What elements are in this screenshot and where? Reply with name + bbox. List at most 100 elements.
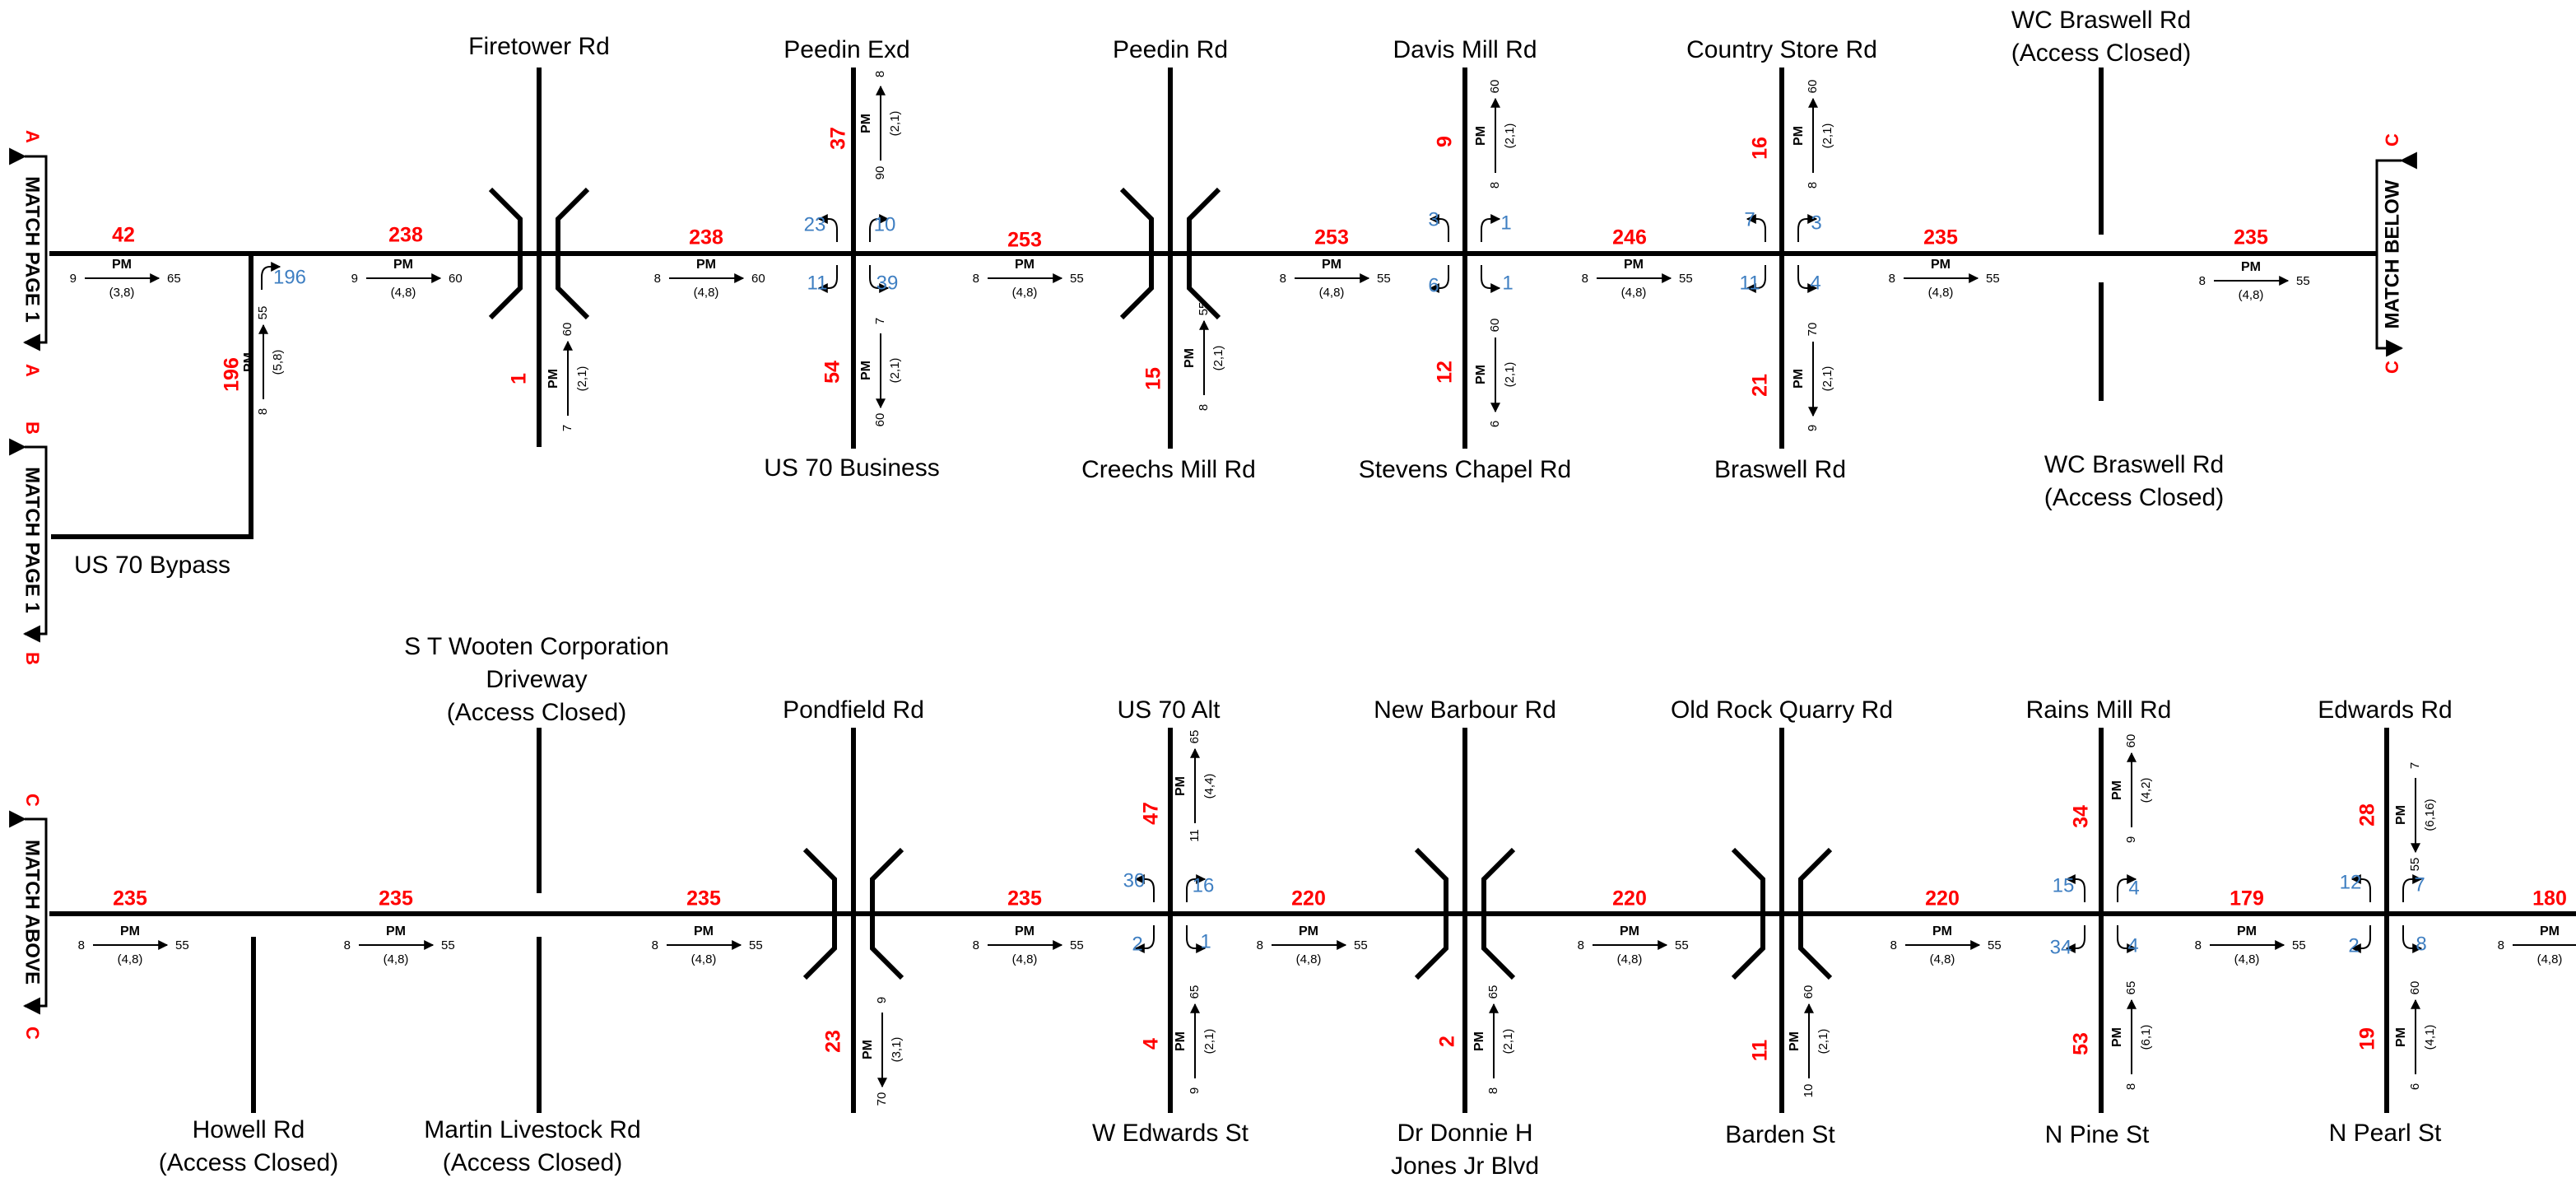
road-label-dr-donnie: Dr Donnie H [1397,1120,1532,1147]
volume-label: 34 [2070,805,2093,828]
turn-volume-label: 4 [1810,272,1820,294]
pm-left-value: 9 [351,272,358,286]
pm-left-value: 8 [2124,1083,2138,1090]
turn-arrow-icon [1746,265,1766,293]
road-label-barden: Barden St [1725,1121,1835,1148]
pm-pair: (4,8) [694,286,719,300]
road-label-creechs-mill: Creechs Mill Rd [1081,456,1256,483]
pm-label: PM [1792,126,1806,146]
match-letter-label: C [22,1027,43,1040]
turn-volume-label: 4 [2128,877,2139,899]
turn-volume-label: 12 [2340,871,2362,893]
volume-label: 235 [113,887,147,910]
pm-pair: (4,8) [1012,286,1038,300]
pm-pair: (4,8) [2234,952,2260,966]
road-label-howell: Howell Rd [193,1116,305,1143]
match-letter-label: C [2382,361,2402,374]
turn-arrow-icon [2350,874,2371,902]
match-bracket-a [9,147,48,352]
pm-label: PM [112,258,132,272]
volume-label: 23 [822,1030,845,1053]
pm-left-value: 8 [973,938,979,952]
interchange-symbol [488,187,590,320]
volume-label: 28 [2356,803,2379,826]
road-label-dr-donnie: Jones Jr Blvd [1391,1152,1539,1178]
pm-right-value: 60 [1488,319,1502,333]
volume-label: 4 [1140,1038,1163,1050]
volume-label: 220 [1612,887,1647,910]
pm-left-value: 70 [875,1092,889,1106]
pm-right-value: 55 [1070,272,1084,286]
pm-volume-group: PM (4,8) 8 55 [1890,924,2002,966]
turn-arrow-icon [2350,925,2371,953]
road-label-old-rock-quarry: Old Rock Quarry Rd [1671,696,1893,724]
pm-label: PM [859,114,873,133]
pm-groups: PM (3,8) 9 65 PM (4,8) 9 60 PM (4,8) 8 60 PM (4,8) 8 55… [70,71,2576,1106]
pm-left-value: 9 [2124,836,2138,843]
pm-right-value: 60 [1806,80,1820,94]
volume-label: 235 [686,887,721,910]
pm-pair: (4,1) [2423,1025,2437,1050]
pm-right-value: 60 [1488,80,1502,94]
pm-pair: (2,1) [1202,1029,1216,1055]
turn-arrow-icon [1797,265,1818,293]
pm-volume-group: PM (2,1) 90 8 [859,71,902,180]
pm-label: PM [2241,260,2261,274]
road-label-wc-braswell-s: (Access Closed) [2044,484,2224,511]
pm-volume-group: PM (3,8) 9 65 [70,258,181,300]
pm-left-value: 9 [1806,425,1820,431]
pm-pair: (4,2) [2139,778,2153,803]
pm-left-value: 10 [1802,1084,1816,1098]
pm-right-value: 55 [441,938,455,952]
turn-arrow-icon [869,265,890,293]
pm-label: PM [1932,924,1952,938]
pm-left-value: 90 [873,166,887,180]
pm-pair: (2,1) [1501,1029,1515,1055]
turn-arrow-icon [1134,874,1155,902]
turn-arrow-icon [1429,265,1449,293]
pm-left-value: 8 [652,938,658,952]
pm-left-value: 7 [560,425,574,431]
pm-left-value: 8 [2195,938,2202,952]
match-bracket-c-top [2375,151,2417,357]
pm-pair: (2,1) [1816,1029,1830,1055]
road-label-martin-livestock: (Access Closed) [443,1149,622,1176]
pm-volume-group: PM (6,1) 8 65 [2110,981,2153,1091]
interchange-symbol [802,847,904,980]
turn-volume-label: 11 [1740,272,1760,294]
turn-arrow-icon [1429,214,1449,242]
pm-right-value: 55 [256,306,270,320]
pm-right-value: 65 [167,272,181,286]
pm-right-value: 55 [175,938,189,952]
turn-volume-label: 1 [1502,272,1513,294]
match-line-label: MATCH ABOVE [21,840,44,985]
volume-label: 253 [1007,229,1042,252]
pm-pair: (4,8) [391,286,416,300]
road-label-howell: (Access Closed) [159,1149,338,1176]
pm-pair: (2,1) [1503,362,1517,388]
pm-label: PM [120,924,140,938]
pm-pair: (2,1) [1503,123,1517,149]
pm-pair: (4,8) [118,952,143,966]
volume-label: 37 [827,127,850,150]
pm-right-value: 70 [1806,323,1820,337]
pm-volume-group: PM (4,8) 8 55 [78,924,189,966]
pm-volume-group: PM (2,1) 10 60 [1788,985,1830,1098]
pm-pair: (4,8) [1012,952,1038,966]
pm-right-value: 65 [2124,981,2138,995]
road-label-wc-braswell-n: (Access Closed) [2011,40,2191,67]
pm-right-value: 60 [751,272,765,286]
pm-volume-group: PM (4,1) 6 60 [2394,981,2437,1091]
pm-pair: (4,8) [1928,286,1954,300]
pm-pair: (2,1) [888,111,902,137]
pm-volume-group: PM (4,8) 8 55 [973,258,1084,300]
interchange-symbol [1414,847,1516,980]
match-brackets [9,147,2417,1015]
turn-arrows [261,214,2423,953]
volume-label: 54 [821,361,844,384]
pm-right-value: 55 [1377,272,1391,286]
road-label-us70-bypass: US 70 Bypass [74,552,230,579]
pm-pair: (4,8) [1621,286,1647,300]
road-label-country-store: Country Store Rd [1686,36,1877,63]
